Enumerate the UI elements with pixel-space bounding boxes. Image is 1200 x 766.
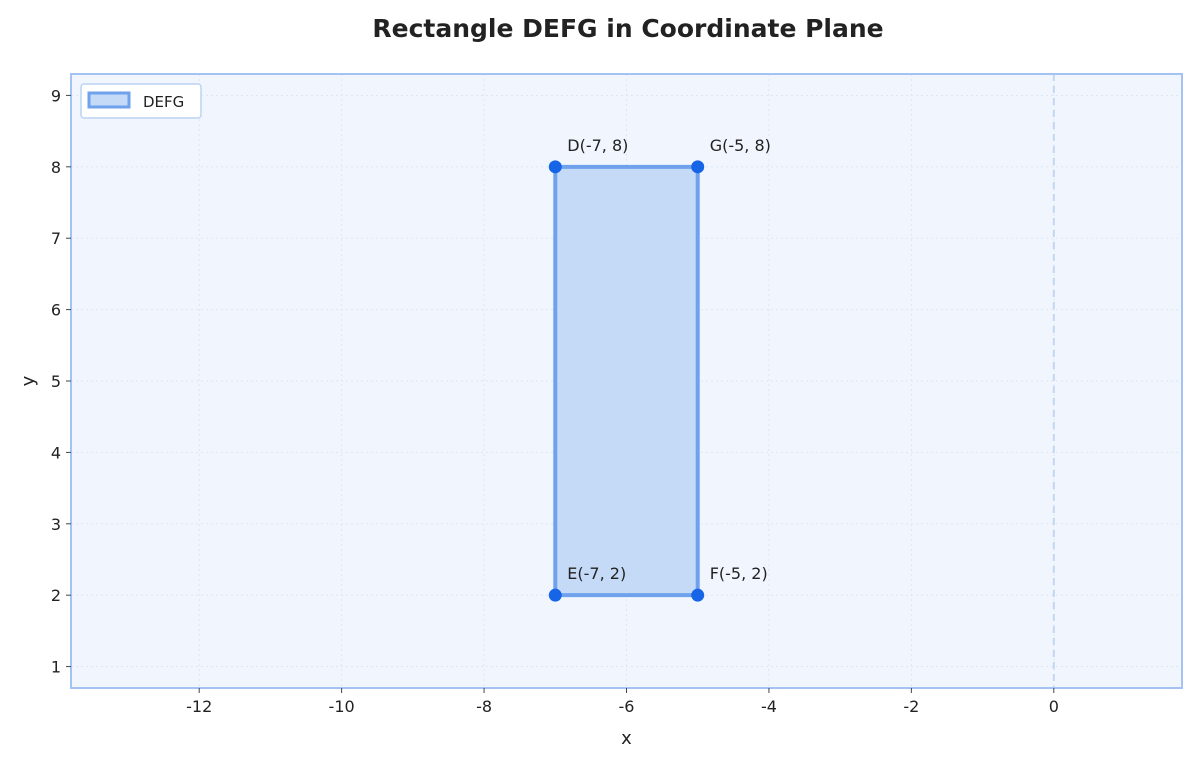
y-tick-label: 5 bbox=[51, 372, 61, 391]
y-axis-label: y bbox=[18, 375, 39, 386]
vertex-label: G(-5, 8) bbox=[710, 136, 771, 155]
chart-title: Rectangle DEFG in Coordinate Plane bbox=[372, 14, 884, 43]
polygon-layer bbox=[553, 164, 700, 598]
vertex-point bbox=[548, 160, 562, 174]
y-tick-label: 4 bbox=[51, 443, 61, 462]
rectangle-defg bbox=[553, 164, 700, 598]
x-tick-label: -12 bbox=[186, 697, 212, 716]
vertex-label: D(-7, 8) bbox=[567, 136, 628, 155]
vertex-label: F(-5, 2) bbox=[710, 564, 768, 583]
y-tick-label: 7 bbox=[51, 229, 61, 248]
y-tick-label: 8 bbox=[51, 158, 61, 177]
legend-label: DEFG bbox=[143, 93, 184, 111]
x-tick-label: -6 bbox=[619, 697, 635, 716]
vertex-point bbox=[548, 588, 562, 602]
x-tick-label: 0 bbox=[1049, 697, 1059, 716]
y-tick-label: 1 bbox=[51, 658, 61, 677]
y-tick-label: 2 bbox=[51, 586, 61, 605]
legend: DEFG bbox=[80, 83, 202, 119]
vertex-point bbox=[691, 160, 705, 174]
x-tick-label: -10 bbox=[329, 697, 355, 716]
vertex-layer bbox=[548, 160, 705, 602]
x-tick-label: -8 bbox=[476, 697, 492, 716]
y-axis-ticks: 1 2 3 4 5 6 7 8 9 bbox=[51, 86, 71, 677]
y-tick-label: 6 bbox=[51, 301, 61, 320]
y-tick-label: 9 bbox=[51, 86, 61, 105]
legend-swatch bbox=[87, 91, 131, 109]
x-tick-label: -2 bbox=[903, 697, 919, 716]
x-axis-ticks: -12 -10 -8 -6 -4 -2 0 bbox=[186, 688, 1059, 716]
x-tick-label: -4 bbox=[761, 697, 777, 716]
x-axis-label: x bbox=[621, 728, 632, 749]
vertex-point bbox=[691, 588, 705, 602]
vertex-label: E(-7, 2) bbox=[567, 564, 626, 583]
vertex-labels: D(-7, 8) E(-7, 2) F(-5, 2) G(-5, 8) bbox=[567, 136, 771, 583]
y-tick-label: 3 bbox=[51, 515, 61, 534]
